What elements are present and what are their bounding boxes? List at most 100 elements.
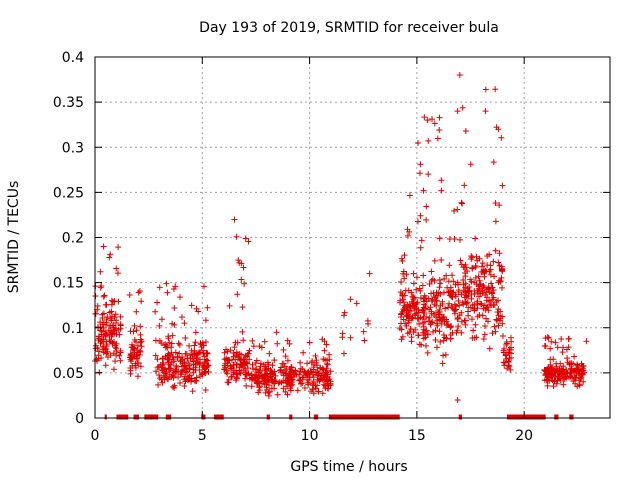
data-point — [543, 368, 550, 375]
data-point — [297, 377, 304, 384]
data-point — [273, 329, 280, 336]
data-point — [307, 368, 314, 375]
data-point — [458, 291, 465, 298]
data-point — [241, 280, 248, 287]
data-point — [235, 257, 242, 264]
data-point — [222, 364, 229, 371]
data-point — [465, 288, 472, 295]
data-point — [243, 382, 250, 389]
data-point — [179, 314, 186, 321]
data-point — [462, 321, 469, 328]
data-point — [424, 117, 431, 124]
data-point — [115, 326, 122, 333]
data-point — [431, 257, 438, 264]
data-point — [474, 313, 481, 320]
data-point — [137, 323, 144, 330]
data-point — [398, 255, 405, 262]
data-point — [167, 362, 174, 369]
data-point — [204, 357, 211, 364]
data-point — [551, 377, 558, 384]
data-point — [106, 336, 113, 343]
data-point — [493, 316, 500, 323]
data-point — [454, 206, 461, 213]
data-point — [184, 362, 191, 369]
data-point — [175, 340, 182, 347]
data-point — [495, 306, 502, 313]
data-point — [156, 284, 163, 291]
data-point — [401, 275, 408, 282]
data-point — [224, 360, 231, 367]
data-point — [159, 355, 166, 362]
data-point — [274, 391, 281, 398]
data-point — [166, 365, 173, 372]
data-point — [491, 273, 498, 280]
data-point — [473, 253, 480, 260]
data-point — [197, 349, 204, 356]
data-point — [168, 344, 175, 351]
data-point — [257, 360, 264, 367]
data-point — [232, 339, 239, 346]
data-point — [485, 318, 492, 325]
data-point — [108, 308, 115, 315]
data-point — [171, 369, 178, 376]
data-point — [499, 266, 506, 273]
data-point — [189, 388, 196, 395]
data-point — [506, 346, 513, 353]
data-point — [468, 255, 475, 262]
data-point — [413, 286, 420, 293]
data-point — [432, 327, 439, 334]
data-point — [495, 259, 502, 266]
data-point — [195, 308, 202, 315]
data-point — [438, 315, 445, 322]
data-point — [154, 299, 161, 306]
x-tick-label: 5 — [198, 428, 207, 444]
data-point — [169, 353, 176, 360]
data-point — [458, 199, 465, 206]
data-point — [116, 352, 123, 359]
data-point — [576, 381, 583, 388]
data-point — [97, 268, 104, 275]
data-point — [418, 341, 425, 348]
data-point — [414, 140, 421, 147]
data-point — [339, 334, 346, 341]
data-point — [271, 357, 278, 364]
data-point — [266, 388, 273, 395]
data-point — [499, 182, 506, 189]
data-point — [490, 294, 497, 301]
data-point — [495, 126, 502, 133]
data-point — [366, 270, 373, 277]
data-point — [256, 383, 263, 390]
data-point — [301, 385, 308, 392]
data-point — [324, 373, 331, 380]
data-point — [177, 380, 184, 387]
data-point — [360, 328, 367, 335]
data-point — [573, 369, 580, 376]
data-point — [311, 361, 318, 368]
data-point — [568, 366, 575, 373]
data-point — [444, 284, 451, 291]
data-point — [417, 212, 424, 219]
data-point — [547, 345, 554, 352]
data-point — [469, 316, 476, 323]
data-point — [103, 332, 110, 339]
data-point — [186, 342, 193, 349]
data-point — [487, 271, 494, 278]
data-point — [554, 344, 561, 351]
data-point — [418, 237, 425, 244]
data-point — [177, 294, 184, 301]
data-point — [99, 311, 106, 318]
data-point — [426, 314, 433, 321]
data-point — [555, 374, 562, 381]
data-point — [489, 284, 496, 291]
data-point — [567, 365, 574, 372]
data-point — [507, 346, 514, 353]
data-point — [261, 338, 268, 345]
data-point — [251, 377, 258, 384]
data-point — [319, 365, 326, 372]
data-point — [281, 363, 288, 370]
data-point — [482, 108, 489, 115]
data-point — [443, 318, 450, 325]
data-point — [107, 251, 114, 258]
data-point — [436, 277, 443, 284]
data-point — [168, 340, 175, 347]
